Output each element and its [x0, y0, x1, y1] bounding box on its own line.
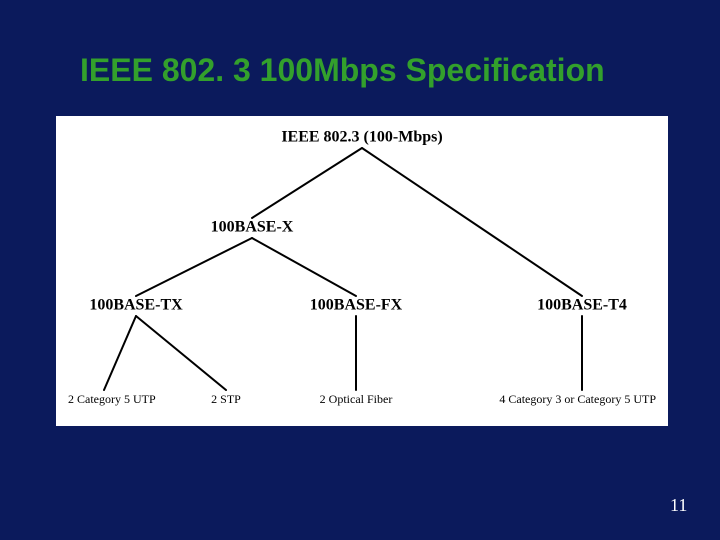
tree-edge [136, 316, 226, 390]
page-number: 11 [670, 495, 687, 516]
tree-node-t4: 100BASE-T4 [537, 297, 627, 314]
tree-node-bx: 100BASE-X [211, 219, 294, 236]
tree-edge [252, 148, 362, 218]
tree-node-fiber: 2 Optical Fiber [320, 392, 393, 406]
tree-edge [252, 238, 356, 296]
tree-node-cat3: 4 Category 3 or Category 5 UTP [499, 392, 656, 406]
tree-node-tx: 100BASE-TX [89, 297, 183, 314]
tree-node-stp: 2 STP [211, 392, 241, 406]
slide: IEEE 802. 3 100Mbps Specification IEEE 8… [0, 0, 720, 540]
tree-node-root: IEEE 802.3 (100-Mbps) [281, 129, 442, 146]
tree-edge [362, 148, 582, 296]
slide-title: IEEE 802. 3 100Mbps Specification [80, 52, 605, 89]
hierarchy-diagram: IEEE 802.3 (100-Mbps) 100BASE-X 100BASE-TX… [56, 116, 668, 426]
tree-edge [104, 316, 136, 390]
tree-node-fx: 100BASE-FX [310, 297, 403, 314]
tree-node-cat5: 2 Category 5 UTP [68, 392, 156, 406]
tree-edge [136, 238, 252, 296]
